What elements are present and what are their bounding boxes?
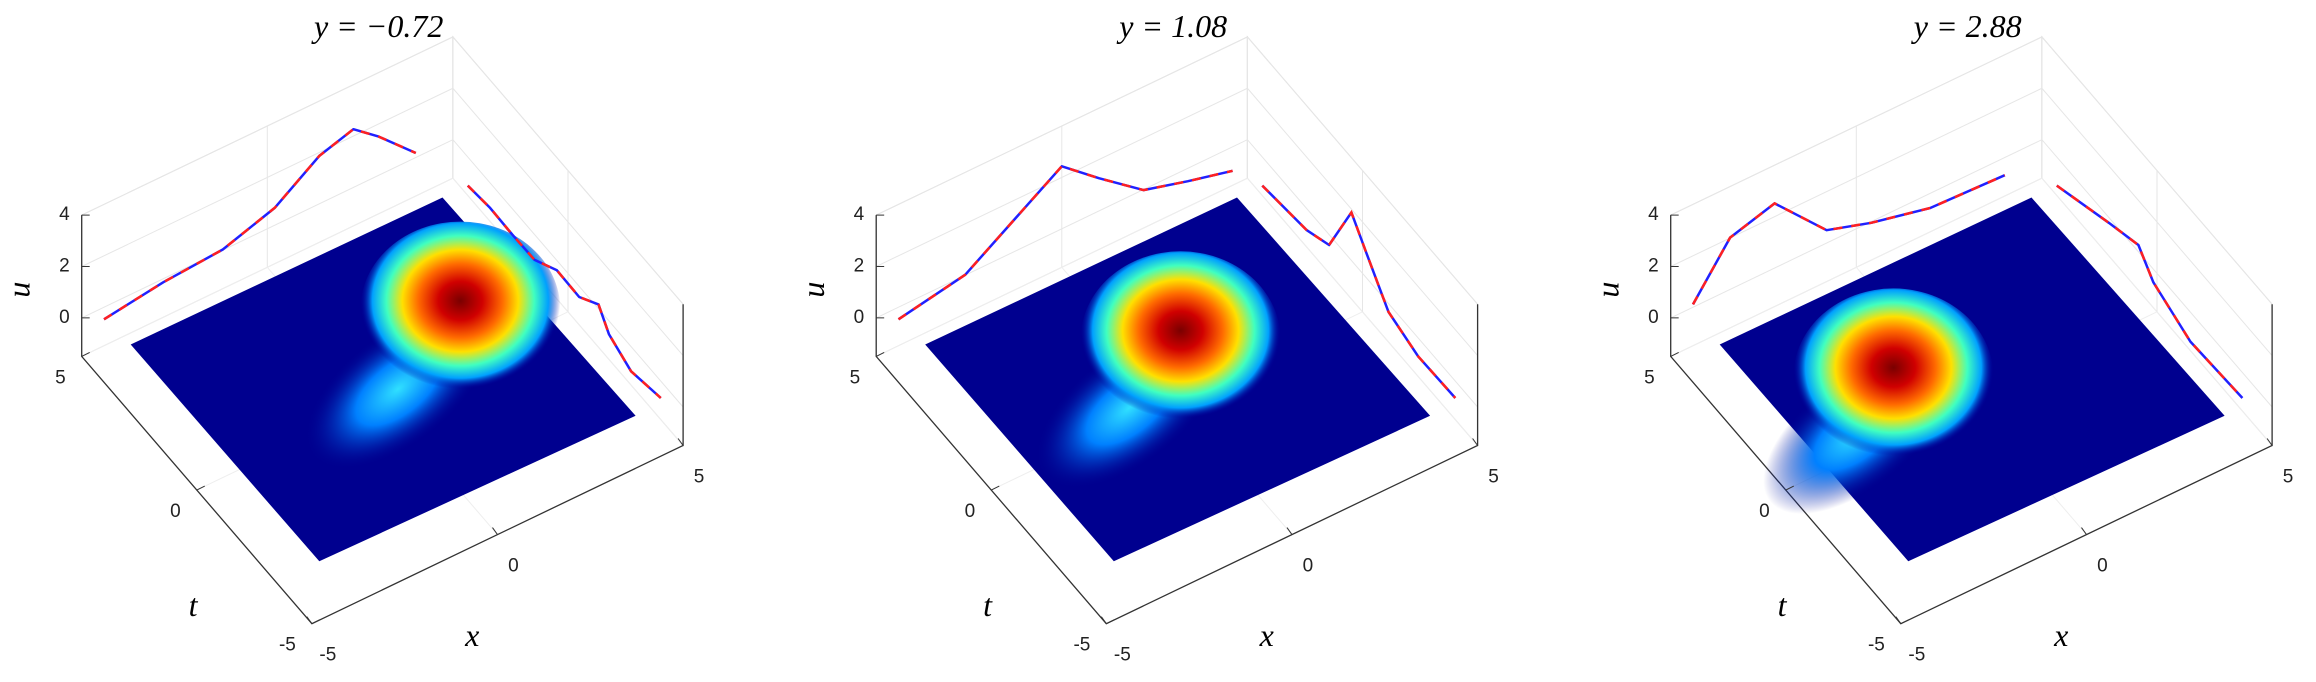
x-axis-label: x [2053,617,2068,653]
tick-mark [81,351,90,357]
projection-curve-dashed [1261,184,1457,399]
chart-title: y = 2.88 [1911,8,2022,44]
projection-curve-dashed [1691,174,2006,306]
grid-line [875,139,1478,408]
chart-title: y = −0.72 [311,8,443,44]
tick-mark [2266,438,2273,446]
x-tick-label: 0 [508,556,519,577]
tick-mark [1670,351,1679,357]
panel: 0 2 4 -5 0 5 -5 0 5 y = 2.88 u t x [1590,8,2294,666]
z-tick-label: 4 [1648,204,1659,225]
z-axis-label: u [795,282,831,298]
x-tick-label: 5 [2283,467,2294,488]
grid-line [81,177,454,357]
tick-mark [311,619,321,625]
x-tick-label: 0 [1303,556,1314,577]
tick-mark [1286,527,1293,535]
tick-mark [1100,616,1107,624]
y-tick-label: 0 [965,501,976,522]
y-axis-label: t [983,587,993,623]
y-tick-label: 0 [170,501,181,522]
projection-curve-dashed [2056,184,2244,399]
tick-mark [1472,438,1479,446]
x-tick-label: -5 [1114,645,1131,666]
z-tick-label: 0 [854,307,865,328]
grid-line [875,87,1478,356]
z-tick-label: 4 [854,204,865,225]
panel: 0 2 4 -5 0 5 -5 0 5 y = 1.08 u t x [795,8,1499,666]
grid-line [1670,87,2273,356]
tick-mark [306,616,313,624]
tick-mark [492,527,498,535]
tick-mark [1900,619,1910,625]
z-tick-label: 0 [1648,307,1659,328]
z-tick-label: 2 [854,255,865,276]
surface-peak [1793,288,1994,465]
x-tick-label: 5 [694,467,705,488]
z-axis-label: u [1,282,37,298]
x-axis-label: x [1259,617,1274,653]
z-tick-label: 2 [1648,255,1659,276]
tick-mark [1106,619,1115,625]
y-tick-label: -5 [279,635,296,656]
tick-mark [677,438,684,446]
grid-line [875,36,1478,305]
y-axis-label: t [1778,587,1788,623]
z-tick-label: 4 [59,204,70,225]
tick-mark [875,351,885,357]
grid-line [1670,139,2273,408]
surface-peak [360,221,561,398]
x-tick-label: -5 [1908,645,1925,666]
panel: 0 2 4 -5 0 5 -5 0 5 y = −0.72 u t x [1,8,705,666]
y-tick-label: -5 [1073,635,1090,656]
grid-line [875,177,1248,357]
tick-mark [1785,485,1794,491]
projection-curve [466,184,662,399]
projection-curve-dashed [103,127,417,321]
tick-mark [1895,616,1902,624]
grid-line [81,87,684,356]
y-tick-label: 0 [1759,501,1770,522]
z-tick-label: 2 [59,255,70,276]
y-tick-label: 5 [850,367,861,388]
z-tick-label: 0 [59,307,70,328]
tick-mark [196,485,205,491]
projection-curve-dashed [897,164,1233,321]
y-tick-label: 5 [1644,367,1655,388]
y-tick-label: 5 [55,367,66,388]
surface-peak [1080,251,1281,428]
y-tick-label: -5 [1868,635,1885,656]
x-tick-label: -5 [319,645,336,666]
tick-mark [2081,527,2087,535]
grid-line [81,36,684,305]
grid-line [1670,36,2273,305]
z-axis-label: u [1590,282,1626,298]
x-tick-label: 0 [2097,556,2108,577]
tick-mark [991,485,1000,491]
chart-title: y = 1.08 [1116,8,1227,44]
x-axis-label: x [464,617,479,653]
grid-line [1670,177,2043,357]
x-tick-label: 5 [1488,467,1499,488]
y-axis-label: t [189,587,199,623]
